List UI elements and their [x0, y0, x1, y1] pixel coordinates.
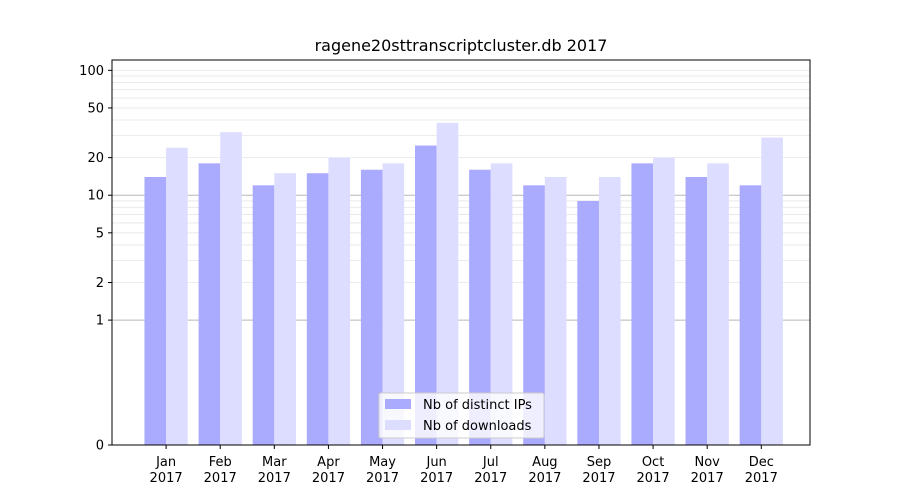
bar-distinct-ips: [739, 185, 762, 445]
legend-label-distinct-ips: Nb of distinct IPs: [423, 398, 532, 413]
bar-downloads: [328, 157, 351, 445]
x-tick-label: Oct 2017: [637, 455, 670, 486]
y-tick-label: 20: [87, 151, 104, 166]
x-axis: Jan 2017 Feb 2017 Mar 2017 Apr 2017 May 2017 Jun 20…: [150, 445, 778, 486]
y-tick-label: 0: [96, 439, 104, 454]
legend-label-downloads: Nb of downloads: [423, 419, 532, 434]
x-tick-label: Sep 2017: [582, 455, 615, 486]
legend: Nb of distinct IPs Nb of downloads: [378, 392, 545, 439]
chart-title: ragene20sttranscriptcluster.db 2017: [315, 36, 608, 55]
bar-downloads: [707, 163, 729, 445]
bar-downloads: [598, 176, 621, 446]
bar-downloads: [220, 132, 242, 445]
bar-distinct-ips: [577, 200, 599, 445]
y-tick-label: 100: [79, 64, 104, 79]
plot-frame: [111, 59, 811, 446]
bar-distinct-ips: [306, 173, 329, 446]
x-tick-label: Mar 2017: [258, 455, 291, 486]
x-tick-label: Apr 2017: [312, 455, 345, 486]
x-tick-label: Feb 2017: [204, 455, 237, 486]
bar-downloads: [382, 163, 405, 445]
bar-downloads: [166, 147, 188, 446]
bar-distinct-ips: [415, 145, 437, 445]
x-tick-label: Jan 2017: [150, 455, 183, 486]
x-tick-label: May 2017: [366, 455, 399, 486]
y-tick-label: 5: [96, 226, 104, 241]
bar-distinct-ips: [685, 176, 708, 446]
y-tick-label: 1: [96, 314, 104, 329]
legend-swatch-distinct-ips: [385, 399, 411, 409]
bar-downloads: [761, 137, 783, 446]
y-tick-label: 10: [87, 189, 104, 204]
x-tick-label: Jul 2017: [474, 455, 507, 486]
legend-swatch-downloads: [385, 420, 411, 430]
y-tick-label: 50: [87, 101, 104, 116]
bar-downloads: [490, 163, 513, 445]
bar-downloads: [544, 176, 567, 446]
bar-distinct-ips: [523, 185, 545, 445]
y-tick-label: 2: [96, 276, 104, 291]
bar-downloads: [436, 122, 459, 445]
bar-distinct-ips: [144, 176, 167, 446]
bar-downloads: [653, 157, 675, 445]
bar-downloads: [274, 173, 296, 446]
bar-distinct-ips: [252, 185, 275, 445]
bar-distinct-ips: [469, 169, 491, 446]
bars: [144, 122, 783, 446]
bar-distinct-ips: [360, 169, 383, 446]
x-tick-label: Jun 2017: [420, 455, 453, 486]
legend-box: [378, 392, 545, 439]
x-tick-label: Dec 2017: [745, 455, 778, 486]
x-tick-label: Aug 2017: [528, 455, 561, 486]
x-tick-label: Nov 2017: [691, 455, 724, 486]
bar-distinct-ips: [198, 163, 221, 445]
y-axis: 0 1 2 5 10 20 50 100: [79, 64, 112, 454]
bar-distinct-ips: [631, 163, 654, 445]
